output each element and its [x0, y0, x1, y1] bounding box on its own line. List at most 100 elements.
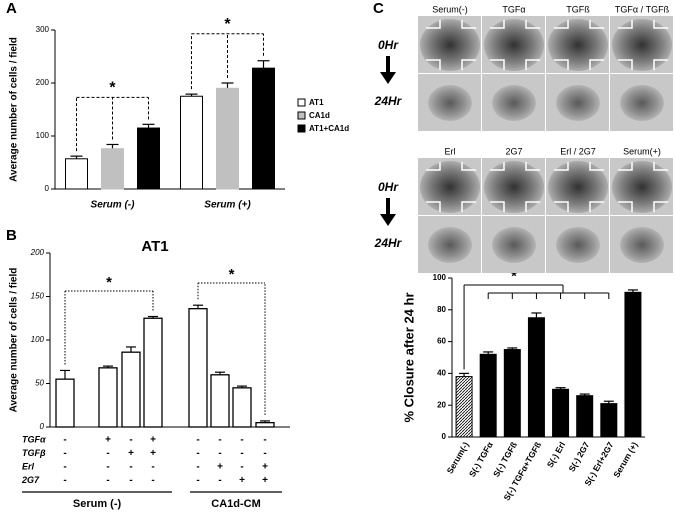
condition-sign: -	[263, 448, 266, 459]
bar	[527, 317, 545, 438]
bar	[552, 388, 570, 438]
y-tick-label: 0	[45, 184, 50, 193]
legend-label: CA1d	[309, 111, 330, 120]
scratch-edge	[618, 20, 668, 70]
micrograph-column-label: Erl / 2G7	[560, 146, 596, 156]
scratch-edge	[426, 162, 476, 212]
micrograph-wound	[556, 85, 600, 121]
condition-sign: -	[151, 475, 154, 486]
micrograph-wound	[620, 227, 664, 263]
y-tick-label: 300	[36, 25, 50, 34]
micrograph-column-label: TGFα / TGFß	[615, 4, 670, 14]
bar	[576, 395, 594, 438]
significance-star: *	[106, 274, 112, 291]
panel-label: C	[373, 0, 384, 17]
condition-sign: +	[105, 435, 111, 446]
bar	[188, 308, 208, 428]
micrograph-wound	[548, 19, 608, 71]
condition-sign: +	[239, 475, 245, 486]
bar	[121, 351, 141, 428]
group-label: Serum (-)	[73, 498, 122, 510]
condition-sign: -	[218, 435, 221, 446]
y-tick-label: 100	[36, 131, 50, 140]
panel-label: B	[6, 227, 17, 244]
time-label: 0Hr	[378, 180, 399, 194]
x-tick-label: Serum (-)	[91, 200, 136, 211]
scratch-edge	[426, 20, 476, 70]
bar	[255, 421, 275, 428]
x-tick-label: Serum (+)	[204, 200, 251, 211]
micrograph-wound	[556, 227, 600, 263]
y-tick-label: 0	[40, 422, 45, 431]
y-tick-label: 200	[30, 248, 45, 257]
condition-sign: -	[218, 448, 221, 459]
bar	[503, 349, 521, 438]
legend-label: AT1+CA1d	[309, 124, 349, 133]
condition-sign: -	[106, 475, 109, 486]
micrograph-wound	[492, 85, 536, 121]
condition-sign: -	[240, 448, 243, 459]
micrograph-wound	[620, 85, 664, 121]
condition-sign: -	[106, 448, 109, 459]
x-tick-label: Serum(-)	[445, 440, 471, 475]
y-tick-label: 60	[437, 337, 446, 346]
condition-sign: -	[63, 435, 66, 446]
condition-sign: -	[106, 462, 109, 473]
condition-sign: -	[196, 448, 199, 459]
panel-label: A	[6, 0, 17, 17]
micrograph-column-label: TGFß	[566, 4, 590, 14]
bar	[101, 148, 124, 190]
y-tick-label: 80	[437, 305, 446, 314]
bar	[143, 317, 163, 428]
y-tick-label: 150	[31, 292, 45, 301]
time-arrow-head	[380, 214, 396, 226]
condition-sign: -	[263, 435, 266, 446]
bar	[65, 158, 88, 190]
condition-sign: -	[196, 475, 199, 486]
bar	[455, 376, 473, 438]
bar	[624, 291, 642, 438]
y-tick-label: 200	[36, 78, 50, 87]
micrograph-wound	[612, 161, 672, 213]
micrograph-wound	[484, 161, 544, 213]
micrograph-column-label: 2G7	[505, 146, 522, 156]
chart-title: AT1	[141, 238, 168, 255]
y-axis-label: Average number of cells / field	[9, 37, 20, 182]
y-tick-label: 50	[35, 379, 44, 388]
condition-sign: -	[129, 435, 132, 446]
condition-sign: +	[217, 462, 223, 473]
condition-sign: -	[63, 475, 66, 486]
x-tick-label: Serum (+)	[611, 440, 639, 479]
micrograph-wound	[420, 161, 480, 213]
y-tick-label: 100	[433, 273, 447, 282]
x-tick-label: S(-) Erl	[545, 440, 568, 469]
micrograph-column-label: Serum(-)	[432, 4, 468, 14]
micrograph-column-label: Serum(+)	[623, 146, 661, 156]
bar	[180, 95, 203, 190]
y-tick-label: 40	[437, 369, 446, 378]
micrograph-wound	[492, 227, 536, 263]
legend-swatch	[297, 124, 306, 133]
significance-star: *	[224, 16, 231, 33]
condition-sign: +	[128, 448, 134, 459]
group-label: CA1d-CM	[211, 498, 261, 510]
significance-star: *	[109, 80, 116, 97]
y-axis-label: Average number of cells / field	[9, 268, 20, 413]
scratch-edge	[490, 20, 540, 70]
scratch-edge	[490, 162, 540, 212]
condition-sign: -	[218, 475, 221, 486]
significance-star: *	[511, 268, 517, 284]
time-label: 0Hr	[378, 38, 399, 52]
significance-star: *	[229, 266, 235, 283]
scratch-edge	[554, 162, 604, 212]
bar	[55, 378, 75, 428]
legend-swatch	[297, 98, 306, 107]
micrograph-wound	[420, 19, 480, 71]
bar	[210, 374, 230, 428]
condition-sign: -	[196, 435, 199, 446]
y-tick-label: 20	[437, 400, 446, 409]
legend-swatch	[297, 111, 306, 120]
condition-sign: -	[240, 462, 243, 473]
condition-sign: -	[63, 462, 66, 473]
